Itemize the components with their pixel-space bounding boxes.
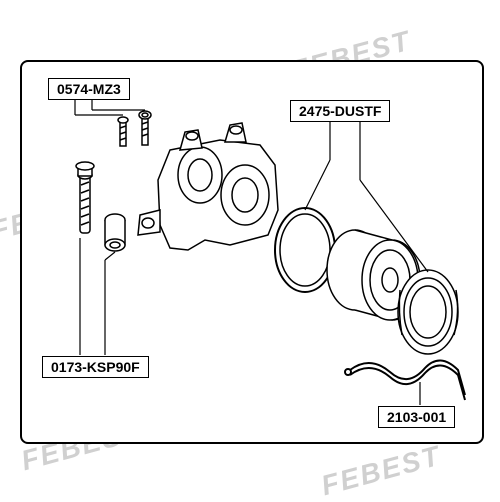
label-2475-dustf: 2475-DUSTF [290, 100, 390, 122]
part-label: 2103-001 [387, 409, 446, 425]
label-2103-001: 2103-001 [378, 406, 455, 428]
label-0574-mz3: 0574-MZ3 [48, 78, 130, 100]
part-label: 2475-DUSTF [299, 103, 381, 119]
exploded-diagram [20, 60, 480, 440]
label-0173-ksp90f: 0173-KSP90F [42, 356, 149, 378]
part-label: 0173-KSP90F [51, 359, 140, 375]
watermark: FEBEST [318, 440, 445, 502]
part-label: 0574-MZ3 [57, 81, 121, 97]
